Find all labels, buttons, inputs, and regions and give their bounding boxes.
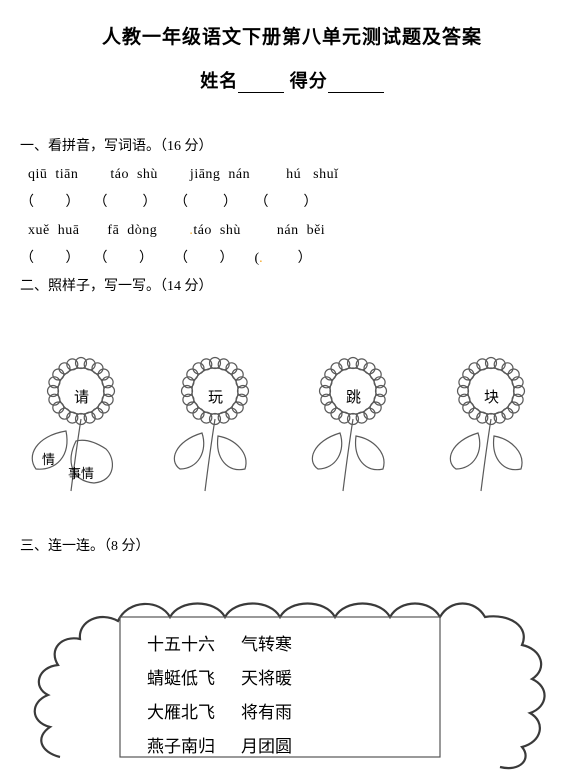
flower-examples: 请情事情 玩 跳 块 — [20, 341, 564, 501]
pinyin-row-1: qiū tiān táo shù jiāng nán hú shuǐ — [20, 167, 564, 183]
section-1-heading: 一、看拼音，写词语。（16 分） — [20, 135, 564, 155]
name-score-line: 姓名 得分 — [20, 67, 564, 93]
section-2-heading: 二、照样子，写一写。（14 分） — [20, 275, 564, 295]
leaf-char-right: 事情 — [68, 463, 94, 482]
score-blank[interactable] — [328, 75, 384, 93]
flower-4: 块 — [426, 341, 566, 501]
flower-3: 跳 — [288, 341, 428, 501]
score-label: 得分 — [290, 71, 328, 91]
poem-cell-3-0: 燕子南归 — [147, 731, 239, 763]
flower-1: 请情事情 — [16, 341, 156, 501]
bracket-row-2[interactable]: （ ） （ ） （ ） (. ） — [20, 247, 564, 267]
cloud-poem-box: 十五十六气转寒蜻蜓低飞天将暖大雁北飞将有雨燕子南归月团圆 — [20, 577, 564, 767]
poem-cell-0-1: 气转寒 — [241, 629, 316, 661]
page-title: 人教一年级语文下册第八单元测试题及答案 — [20, 22, 564, 49]
poem-cell-3-1: 月团圆 — [241, 731, 316, 763]
poem-cell-0-0: 十五十六 — [147, 629, 239, 661]
poem-cell-1-1: 天将暖 — [241, 663, 316, 695]
pinyin-row-2: xuě huā fā dòng .táo shù nán běi — [20, 223, 564, 239]
poem-cell-2-0: 大雁北飞 — [147, 697, 239, 729]
flower-char-2: 玩 — [208, 386, 223, 407]
name-blank[interactable] — [238, 75, 284, 93]
flower-char-3: 跳 — [346, 386, 361, 407]
flower-char-4: 块 — [484, 386, 499, 407]
flower-2: 玩 — [150, 341, 290, 501]
leaf-char-left: 情 — [42, 449, 55, 468]
name-label: 姓名 — [200, 71, 238, 91]
poem-cell-1-0: 蜻蜓低飞 — [147, 663, 239, 695]
section-3-heading: 三、连一连。（8 分） — [20, 535, 564, 555]
flower-char-1: 请 — [74, 386, 89, 407]
poem-table: 十五十六气转寒蜻蜓低飞天将暖大雁北飞将有雨燕子南归月团圆 — [145, 627, 318, 765]
poem-cell-2-1: 将有雨 — [241, 697, 316, 729]
bracket-row-1[interactable]: （ ） （ ） （ ） （ ） — [20, 191, 564, 211]
